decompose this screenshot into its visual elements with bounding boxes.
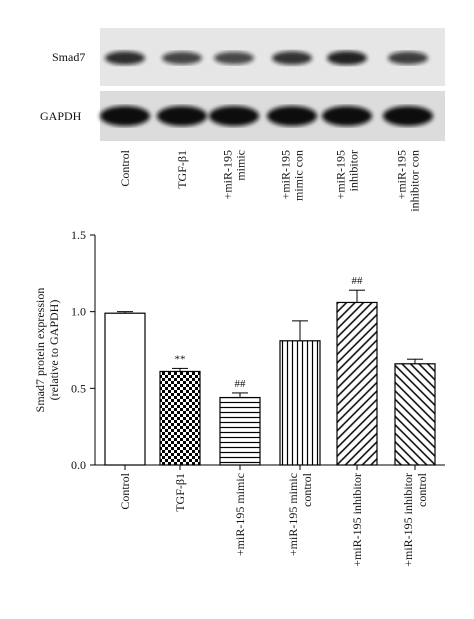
y-tick-label: 1.5 <box>71 228 86 242</box>
blot-row-label: Smad7 <box>52 50 85 64</box>
x-tick-label: control <box>415 472 429 507</box>
blot-band <box>209 106 259 126</box>
significance-label: ## <box>235 378 247 390</box>
blot-row-label: GAPDH <box>40 109 82 123</box>
y-tick-label: 1.0 <box>71 305 86 319</box>
blot-band <box>105 51 145 65</box>
blot-band <box>214 51 254 65</box>
lane-label: +miR-195 <box>279 150 293 199</box>
x-tick-label: +miR-195 mimic <box>286 473 300 556</box>
lane-label: TGF-β1 <box>175 150 189 189</box>
blot-band <box>267 106 317 126</box>
x-tick-label: TGF-β1 <box>173 473 187 512</box>
y-tick-label: 0.0 <box>71 458 86 472</box>
x-tick-label: Control <box>118 472 132 509</box>
x-tick-label: control <box>300 472 314 507</box>
lane-label: inhibitor con <box>408 150 422 212</box>
y-axis-label: Smad7 protein expression <box>33 288 47 413</box>
blot-band <box>157 106 207 126</box>
blot-band <box>383 106 433 126</box>
lane-label: Control <box>118 149 132 186</box>
blot-band <box>272 51 312 65</box>
lane-label: +miR-195 <box>334 150 348 199</box>
bar <box>394 363 436 466</box>
bar <box>159 370 201 466</box>
blot-band <box>162 51 202 65</box>
x-tick-label: +miR-195 mimic <box>233 473 247 556</box>
x-tick-label: +miR-195 inhibitor <box>350 473 364 567</box>
bar <box>279 340 321 466</box>
blot-band <box>388 51 428 65</box>
bar <box>104 312 146 466</box>
bar <box>219 396 261 466</box>
bar <box>336 301 378 466</box>
lane-label: inhibitor <box>347 150 361 191</box>
lane-label: mimic con <box>292 150 306 201</box>
lane-label: +miR-195 <box>395 150 409 199</box>
significance-label: ## <box>352 275 364 287</box>
blot-band <box>100 106 150 126</box>
y-axis-label: (relative to GAPDH) <box>47 300 61 401</box>
significance-label: ** <box>175 353 186 365</box>
y-tick-label: 0.5 <box>71 381 86 395</box>
lane-label: mimic <box>234 150 248 181</box>
x-tick-label: +miR-195 inhibitor <box>401 473 415 567</box>
blot-band <box>322 106 372 126</box>
blot-band <box>327 51 367 65</box>
lane-label: +miR-195 <box>221 150 235 199</box>
